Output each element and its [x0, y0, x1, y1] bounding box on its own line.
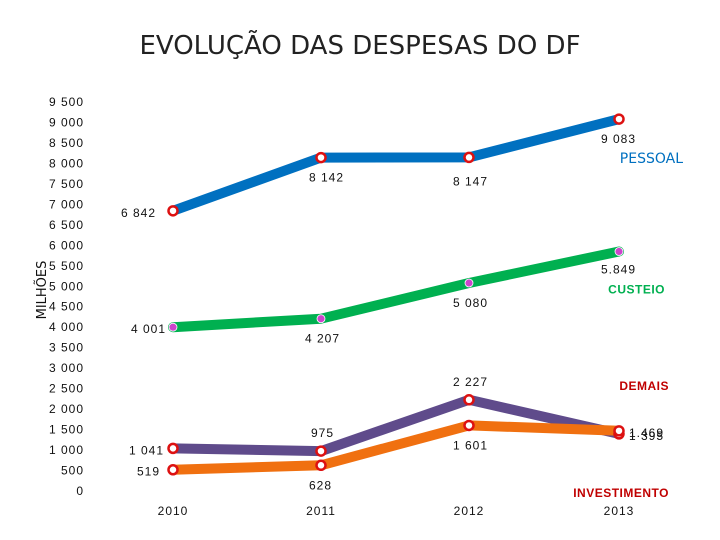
y-tick-label-5500: 5 500: [49, 259, 84, 273]
data-label-investimento-2011: 628: [309, 478, 332, 492]
point-pessoal-2013: [613, 113, 625, 125]
data-labels: 6 842 8 142 8 147 9 083 4 001 4 207 5 080 5.849…: [121, 132, 664, 492]
y-tick-label-8000: 8 000: [49, 156, 84, 170]
point-pessoal-2012: [463, 151, 475, 164]
data-label-demais-2012: 2 227: [453, 375, 488, 389]
data-label-custeio-2013: 5.849: [601, 262, 636, 276]
y-tick-label-500: 500: [61, 464, 84, 478]
point-custeio-2012: [464, 278, 474, 288]
y-tick-label-9500: 9 500: [49, 95, 84, 109]
data-label-pessoal-2012: 8 147: [453, 174, 488, 188]
point-pessoal-2011: [315, 151, 327, 164]
point-demais-2010: [167, 442, 179, 455]
point-pessoal-2010: [167, 205, 179, 217]
series-lines: [168, 114, 624, 475]
y-tick-label-7500: 7 500: [49, 177, 84, 191]
point-custeio-2011: [316, 314, 326, 324]
y-axis-label: MILHÕES: [34, 261, 50, 320]
point-investimento-2010: [167, 463, 179, 476]
series-label-pessoal: PESSOAL: [620, 151, 683, 167]
y-tick-label-6000: 6 000: [49, 238, 84, 252]
point-custeio-2010: [168, 322, 178, 332]
y-tick-label-6500: 6 500: [49, 218, 84, 232]
series-line-pessoal: [168, 114, 624, 216]
series-markers: [167, 113, 625, 476]
series-label-custeio: CUSTEIO: [608, 282, 665, 296]
point-investimento-2013: [613, 425, 625, 437]
series-labels: PESSOAL CUSTEIO DEMAIS INVESTIMENTO: [573, 151, 683, 500]
data-label-demais-2011: 975: [311, 426, 334, 440]
y-tick-label-9000: 9 000: [49, 115, 84, 129]
series-label-demais: DEMAIS: [619, 379, 669, 393]
x-tick-label-2010: 2010: [158, 504, 189, 518]
y-tick-label-0: 0: [76, 484, 84, 498]
point-demais-2011: [315, 445, 327, 457]
y-tick-label-4000: 4 000: [49, 320, 84, 334]
data-label-demais-2010: 1 041: [129, 443, 164, 457]
point-custeio-2013: [614, 247, 624, 256]
y-tick-label-1500: 1 500: [49, 423, 84, 437]
series-line-demais: [168, 394, 624, 457]
x-axis-ticks: 2010 2011 2012 2013: [158, 504, 635, 518]
point-demais-2012: [463, 394, 475, 406]
data-label-pessoal-2011: 8 142: [309, 171, 344, 185]
data-label-demais-2013: 1 395: [629, 429, 664, 443]
y-tick-label-1000: 1 000: [49, 443, 84, 457]
data-label-investimento-2012: 1 601: [453, 438, 488, 452]
data-label-custeio-2010: 4 001: [131, 322, 166, 336]
data-label-pessoal-2013: 9 083: [601, 132, 636, 146]
y-axis-ticks: 0 500 1 000 1 500 2 000 2 500 3 000 3 500 4 000 4…: [49, 95, 84, 498]
point-investimento-2012: [463, 419, 475, 432]
data-label-investimento-2013: 1.469: [629, 426, 664, 440]
x-tick-label-2012: 2012: [454, 504, 485, 518]
data-label-pessoal-2010: 6 842: [121, 206, 156, 220]
y-tick-label-8500: 8 500: [49, 136, 84, 150]
data-label-investimento-2010: 519: [137, 465, 160, 479]
y-tick-label-5000: 5 000: [49, 279, 84, 293]
series-line-investimento: [168, 420, 624, 475]
point-investimento-2011: [315, 459, 327, 472]
x-tick-label-2013: 2013: [604, 504, 635, 518]
y-tick-label-2000: 2 000: [49, 402, 84, 416]
series-line-custeio: [168, 246, 624, 333]
data-label-custeio-2011: 4 207: [305, 332, 340, 346]
data-label-custeio-2012: 5 080: [453, 296, 488, 310]
x-tick-label-2011: 2011: [306, 504, 336, 518]
y-tick-label-7000: 7 000: [49, 197, 84, 211]
chart-title: EVOLUÇÃO DAS DESPESAS DO DF: [139, 29, 580, 61]
y-tick-label-3500: 3 500: [49, 341, 84, 355]
y-tick-label-4500: 4 500: [49, 300, 84, 314]
y-tick-label-3000: 3 000: [49, 361, 84, 375]
series-label-investimento: INVESTIMENTO: [573, 486, 669, 500]
y-tick-label-2500: 2 500: [49, 382, 84, 396]
